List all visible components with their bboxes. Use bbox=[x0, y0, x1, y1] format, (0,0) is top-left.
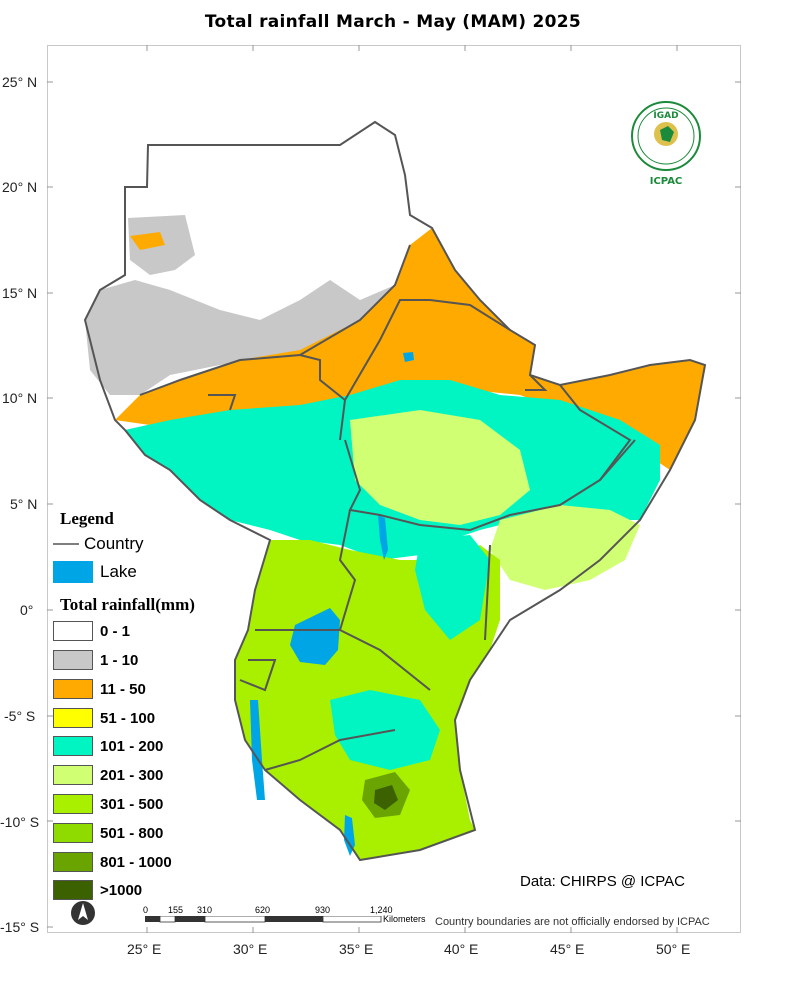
lon-label-35e: 35° E bbox=[339, 941, 374, 957]
class-label: 0 - 1 bbox=[100, 622, 131, 640]
class-swatch bbox=[53, 852, 93, 872]
lake-tana bbox=[403, 352, 414, 362]
class-swatch bbox=[53, 708, 93, 728]
legend-class-row: 1 - 10 bbox=[53, 650, 138, 670]
north-arrow-icon bbox=[71, 901, 95, 925]
lon-label-25e: 25° E bbox=[127, 941, 162, 957]
legend-lake-row: Lake bbox=[53, 561, 137, 583]
legend-class-row: 0 - 1 bbox=[53, 621, 130, 641]
lon-label-45e: 45° E bbox=[550, 941, 585, 957]
graticule-ticks bbox=[47, 45, 741, 933]
class-swatch bbox=[53, 679, 93, 699]
scale-label: 0 bbox=[143, 905, 149, 915]
scale-unit: Kilometers bbox=[383, 914, 426, 924]
region-lightgreen-ethiopia bbox=[350, 410, 530, 525]
scale-label: 1,240 bbox=[370, 905, 393, 915]
lon-label-50e: 50° E bbox=[656, 941, 691, 957]
class-swatch bbox=[53, 621, 93, 641]
lat-label-15s: -15° S bbox=[0, 919, 40, 935]
legend-class-row: >1000 bbox=[53, 880, 142, 900]
class-label: 201 - 300 bbox=[100, 766, 164, 784]
country-line-icon bbox=[53, 543, 79, 545]
lon-label-40e: 40° E bbox=[444, 941, 479, 957]
scale-label: 155 bbox=[168, 905, 184, 915]
legend-class-row: 51 - 100 bbox=[53, 708, 155, 728]
country-boundaries bbox=[83, 120, 707, 862]
scale-label: 310 bbox=[197, 905, 213, 915]
svg-text:ICPAC: ICPAC bbox=[650, 176, 683, 187]
lat-label-10s: -10° S bbox=[0, 814, 40, 830]
region-verydark-core bbox=[374, 785, 398, 810]
lake-malawi bbox=[344, 815, 355, 856]
class-label: 301 - 500 bbox=[100, 795, 164, 813]
legend-title: Legend bbox=[60, 509, 114, 528]
class-swatch bbox=[53, 880, 93, 900]
map-frame bbox=[47, 45, 741, 933]
legend-class-row: 101 - 200 bbox=[53, 736, 163, 756]
class-label: 501 - 800 bbox=[100, 824, 164, 842]
lake-victoria bbox=[290, 608, 340, 665]
scale-label: 620 bbox=[255, 905, 271, 915]
boundary-disclaimer: Country boundaries are not officially en… bbox=[435, 916, 710, 928]
region-teal-kenya bbox=[415, 535, 490, 640]
class-label: >1000 bbox=[100, 881, 143, 899]
legend-class-row: 11 - 50 bbox=[53, 679, 146, 699]
lat-label-10n: 10° N bbox=[2, 390, 38, 406]
lat-label-5s: -5° S bbox=[4, 708, 36, 724]
data-credit: Data: CHIRPS @ ICPAC bbox=[520, 873, 685, 890]
class-swatch bbox=[53, 736, 93, 756]
legend-lake-label: Lake bbox=[100, 562, 137, 581]
legend-class-row: 201 - 300 bbox=[53, 765, 163, 785]
legend-rainfall-title: Total rainfall(mm) bbox=[60, 595, 195, 614]
class-label: 101 - 200 bbox=[100, 737, 164, 755]
lat-label-25n: 25° N bbox=[2, 74, 38, 90]
class-swatch bbox=[53, 650, 93, 670]
svg-text:IGAD: IGAD bbox=[653, 111, 678, 121]
class-label: 1 - 10 bbox=[100, 651, 139, 669]
lake-tanganyika bbox=[250, 700, 265, 800]
map-title: Total rainfall March - May (MAM) 2025 bbox=[204, 12, 582, 32]
lake-swatch bbox=[53, 561, 93, 583]
legend-country-label: Country bbox=[84, 534, 144, 553]
lon-label-30e: 30° E bbox=[233, 941, 268, 957]
scale-bar-graphic bbox=[145, 916, 382, 923]
region-orange-patch-north bbox=[130, 232, 165, 250]
region-lightgreen-horn bbox=[490, 505, 640, 590]
lake-turkana bbox=[378, 515, 388, 560]
igad-icpac-logo: IGAD ICPAC bbox=[631, 101, 701, 187]
scale-label: 930 bbox=[315, 905, 331, 915]
lat-label-20n: 20° N bbox=[2, 179, 38, 195]
legend-class-row: 301 - 500 bbox=[53, 794, 163, 814]
class-label: 51 - 100 bbox=[100, 709, 156, 727]
class-swatch bbox=[53, 765, 93, 785]
lat-label-15n: 15° N bbox=[2, 285, 38, 301]
class-label: 801 - 1000 bbox=[100, 853, 172, 871]
legend-country-row: Country bbox=[53, 534, 144, 554]
class-swatch bbox=[53, 823, 93, 843]
legend-class-row: 801 - 1000 bbox=[53, 852, 172, 872]
region-teal-south bbox=[330, 690, 440, 770]
lat-label-5n: 5° N bbox=[10, 496, 38, 512]
class-swatch bbox=[53, 794, 93, 814]
legend-class-row: 501 - 800 bbox=[53, 823, 163, 843]
class-label: 11 - 50 bbox=[100, 680, 146, 698]
region-grey-band bbox=[85, 280, 400, 395]
lat-label-0: 0° bbox=[20, 602, 34, 618]
